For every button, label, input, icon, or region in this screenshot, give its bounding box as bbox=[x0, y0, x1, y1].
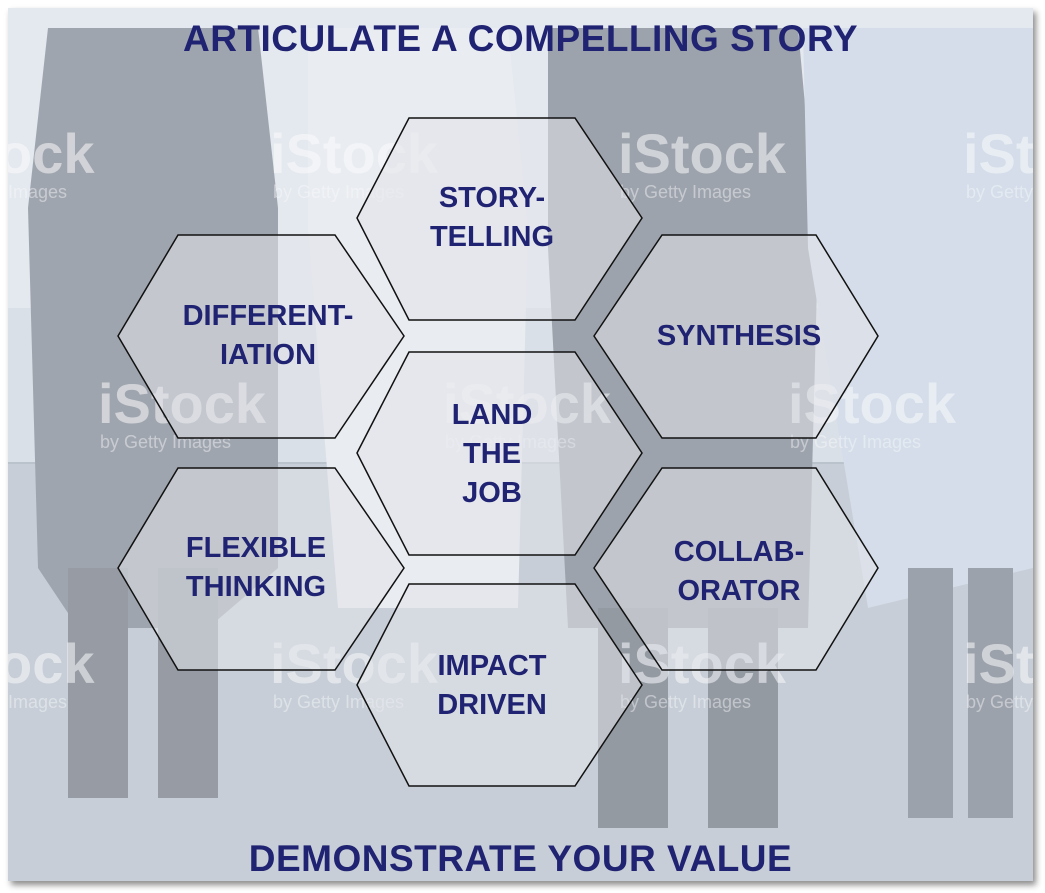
svg-text:iSto: iSto bbox=[963, 632, 1033, 695]
svg-text:by Getty Images: by Getty Images bbox=[620, 692, 751, 712]
hexagon-storytelling bbox=[356, 117, 643, 321]
hexagon-land-the-job bbox=[356, 351, 643, 556]
svg-text:iSto: iSto bbox=[963, 122, 1033, 185]
hex-label-storytelling: STORY- TELLING bbox=[429, 182, 555, 253]
svg-text:by Getty Images: by Getty Images bbox=[790, 432, 921, 452]
hex-label-land-the-job: LAND THE JOB bbox=[451, 398, 533, 509]
svg-text:ock: ock bbox=[8, 632, 95, 695]
footer-title: DEMONSTRATE YOUR VALUE bbox=[248, 838, 793, 879]
hex-label-impact-driven: IMPACT DRIVEN bbox=[437, 650, 547, 721]
hex-label-differentiation: DIFFERENT- IATION bbox=[182, 300, 354, 371]
hexagon-impact-driven bbox=[356, 583, 643, 787]
hex-label-collaborator: COLLAB- ORATOR bbox=[673, 536, 805, 607]
hexagon-differentiation bbox=[117, 234, 405, 439]
hex-label-synthesis: SYNTHESIS bbox=[656, 319, 822, 352]
svg-text:Images: Images bbox=[8, 182, 67, 202]
hex-label-flexible-thinking: FLEXIBLE THINKING bbox=[185, 532, 327, 603]
svg-text:by Getty: by Getty bbox=[966, 692, 1033, 712]
hexagon-synthesis bbox=[593, 234, 879, 439]
svg-text:ock: ock bbox=[8, 122, 95, 185]
header-title: ARTICULATE A COMPELLING STORY bbox=[182, 18, 858, 59]
diagram-frame: ock Images iStock by Getty Images iStock… bbox=[8, 8, 1033, 881]
svg-text:by Getty Images: by Getty Images bbox=[620, 182, 751, 202]
svg-text:Images: Images bbox=[8, 692, 67, 712]
hexagon-cluster bbox=[117, 117, 879, 787]
hexagon-flexible-thinking bbox=[117, 467, 405, 671]
hexagon-collaborator bbox=[593, 467, 879, 671]
svg-text:iStock: iStock bbox=[618, 122, 787, 185]
svg-text:by Getty: by Getty bbox=[966, 182, 1033, 202]
